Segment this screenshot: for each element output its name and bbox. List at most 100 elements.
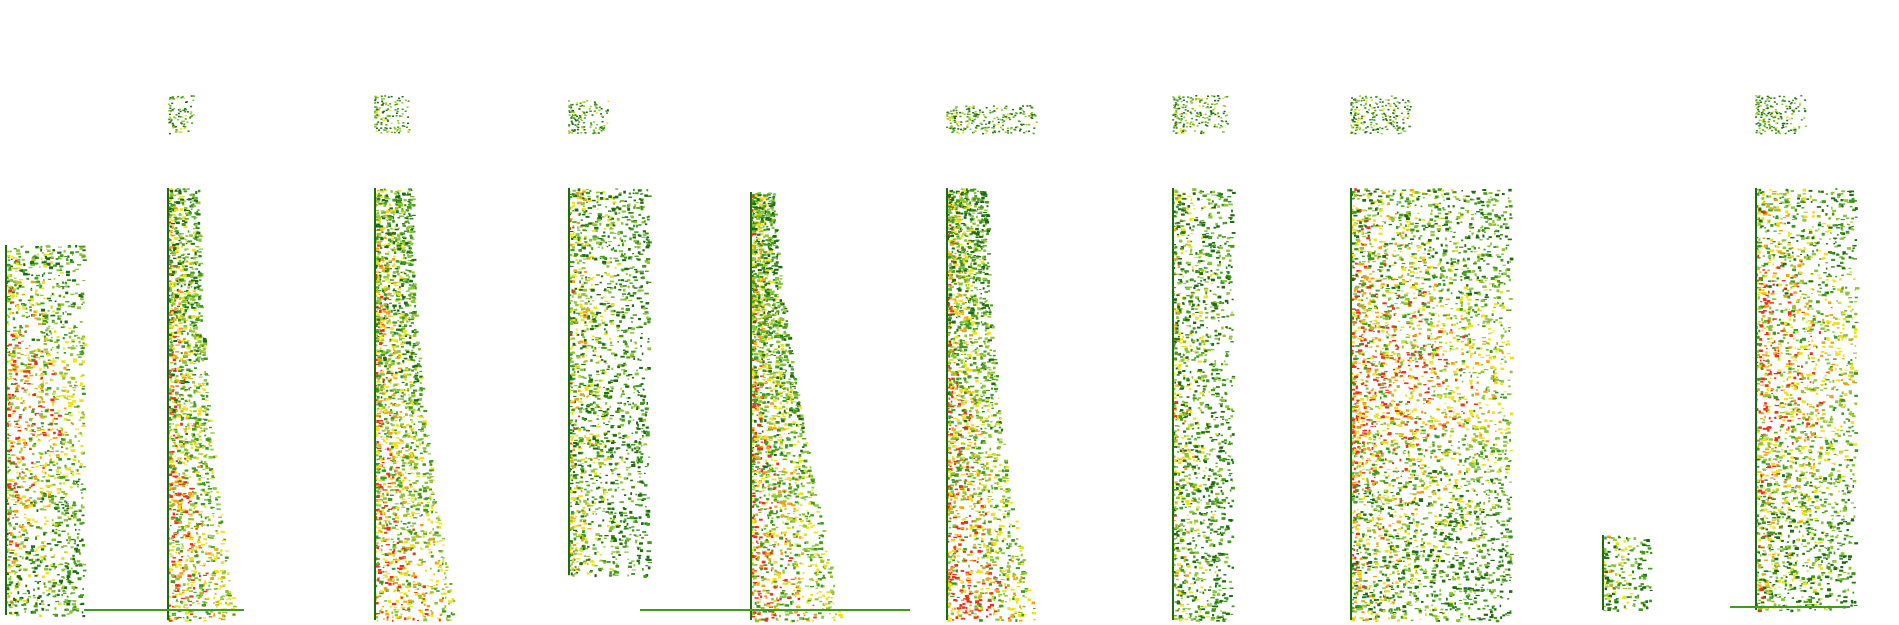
spectral-speck [171, 302, 176, 305]
spectral-speck [448, 600, 452, 603]
spectral-speck [78, 363, 84, 366]
spectral-speck [43, 493, 47, 495]
spectral-speck [196, 210, 199, 212]
spectral-speck [8, 565, 11, 569]
spectral-speck [75, 428, 80, 430]
spectral-speck [40, 351, 43, 354]
spectral-speck [379, 229, 384, 231]
spectral-speck [200, 493, 203, 496]
spectral-speck [411, 271, 415, 274]
spectral-speck [61, 614, 66, 617]
spectral-speck [190, 549, 195, 552]
spectral-speck [414, 456, 418, 459]
spectral-speck [53, 397, 57, 399]
spectral-speck [33, 353, 36, 355]
spectral-speck [424, 481, 429, 484]
spectral-speck [186, 524, 190, 528]
spectral-speck [54, 567, 56, 570]
spectral-speck [64, 320, 68, 324]
spectral-speck [210, 448, 214, 451]
spectral-speck [197, 418, 202, 422]
spectral-speck [51, 483, 56, 486]
spectral-speck [396, 411, 398, 414]
spectral-speck [30, 367, 33, 369]
spectral-speck [174, 331, 177, 334]
spectral-speck [66, 364, 70, 367]
spectral-speck [192, 262, 195, 265]
spectral-speck [178, 239, 181, 242]
spectral-speck [8, 285, 12, 288]
spectral-speck [82, 259, 87, 261]
spectral-speck [410, 254, 414, 257]
spectral-speck [46, 408, 49, 410]
spectral-speck [64, 475, 69, 478]
spectral-speck [9, 488, 14, 491]
spectral-speck [408, 317, 411, 319]
spectral-speck [404, 406, 409, 408]
spectral-speck [58, 344, 60, 348]
spectral-speck [54, 300, 57, 303]
spectral-speck [446, 619, 450, 622]
spectral-speck [41, 261, 46, 264]
spectral-speck [82, 245, 86, 248]
spectral-speck [177, 397, 180, 400]
spectral-speck [177, 434, 180, 438]
spectral-speck [10, 333, 14, 337]
spectral-speck [201, 604, 206, 606]
spectral-speck [201, 452, 204, 456]
spectral-speck [190, 304, 194, 306]
spectral-speck [380, 210, 385, 212]
spectral-speck [171, 397, 176, 400]
spectral-speck [423, 618, 428, 622]
spectral-speck [197, 189, 201, 193]
spectral-speck [397, 570, 400, 573]
spectral-speck [437, 569, 440, 572]
spectral-speck [393, 339, 398, 342]
spectral-speck [191, 307, 196, 309]
spectral-speck [41, 575, 46, 579]
spectral-speck [193, 488, 196, 490]
spectral-speck [14, 509, 19, 513]
spectral-speck [190, 558, 194, 561]
spectral-speck [408, 409, 411, 411]
spectral-speck [196, 561, 200, 564]
spectral-speck [71, 330, 75, 333]
spectral-speck [46, 253, 51, 256]
spectral-speck [190, 286, 193, 288]
spectral-speck [63, 347, 65, 350]
spectral-speck [212, 506, 215, 509]
spectral-speck [29, 359, 32, 362]
spectral-speck [78, 460, 80, 463]
spectral-speck [176, 517, 179, 520]
spectral-speck [397, 549, 400, 553]
spectral-speck [65, 551, 69, 554]
spectral-speck [174, 429, 177, 432]
spectral-speck [418, 564, 422, 566]
spectral-speck [34, 362, 38, 365]
spectral-speck [36, 574, 39, 577]
spectral-speck [189, 298, 194, 301]
spectral-speck [171, 560, 176, 563]
spectral-speck [194, 438, 198, 441]
spectral-speck [12, 288, 16, 292]
spectral-speck [29, 429, 32, 433]
spectral-speck [175, 243, 180, 246]
spectral-speck [28, 591, 30, 595]
spectral-speck [179, 550, 183, 553]
spectral-speck [11, 604, 16, 606]
spectral-speck [7, 486, 12, 489]
spectral-speck [187, 549, 190, 552]
spectral-speck [178, 559, 183, 561]
spectral-speck [67, 579, 71, 582]
spectral-speck [390, 227, 393, 230]
spectral-speck [409, 218, 414, 220]
spectral-speck [57, 246, 62, 248]
spectral-speck [173, 499, 178, 503]
spectral-speck [197, 538, 200, 541]
spectral-speck [428, 479, 433, 481]
spectral-speck [6, 478, 9, 481]
spectral-speck [7, 323, 10, 326]
spectral-speck [196, 433, 200, 436]
spectral-speck [9, 494, 12, 497]
spectral-speck [186, 497, 190, 500]
